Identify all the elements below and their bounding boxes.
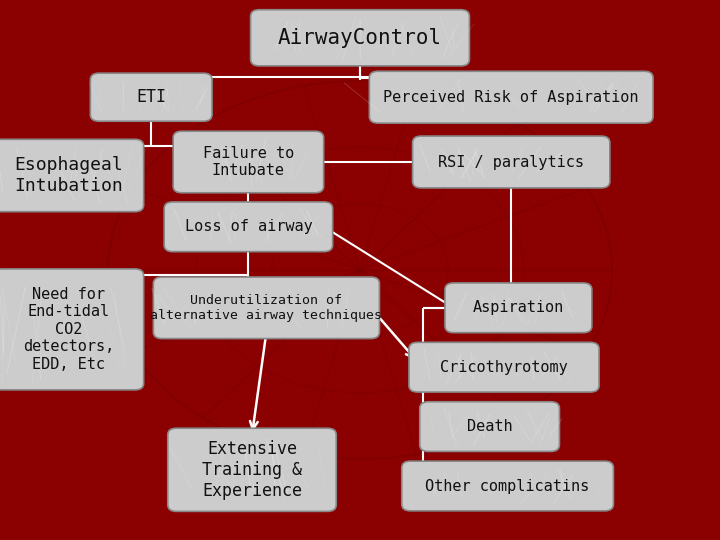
FancyBboxPatch shape — [164, 202, 333, 252]
Text: Esophageal
Intubation: Esophageal Intubation — [14, 156, 123, 195]
FancyBboxPatch shape — [369, 71, 653, 123]
FancyBboxPatch shape — [445, 283, 592, 333]
Text: Cricothyrotomy: Cricothyrotomy — [440, 360, 568, 375]
Text: Extensive
Training &
Experience: Extensive Training & Experience — [202, 440, 302, 500]
FancyBboxPatch shape — [91, 73, 212, 122]
FancyBboxPatch shape — [409, 342, 599, 392]
FancyBboxPatch shape — [0, 269, 143, 390]
FancyBboxPatch shape — [173, 131, 323, 193]
Text: Perceived Risk of Aspiration: Perceived Risk of Aspiration — [384, 90, 639, 105]
FancyBboxPatch shape — [251, 10, 469, 66]
FancyBboxPatch shape — [402, 461, 613, 511]
Text: ETI: ETI — [136, 88, 166, 106]
Text: Aspiration: Aspiration — [473, 300, 564, 315]
Text: Underutilization of
alternative airway techniques: Underutilization of alternative airway t… — [150, 294, 382, 322]
FancyBboxPatch shape — [153, 277, 379, 339]
Text: AirwayControl: AirwayControl — [278, 28, 442, 48]
FancyBboxPatch shape — [413, 136, 610, 188]
FancyBboxPatch shape — [0, 139, 143, 212]
Text: Death: Death — [467, 419, 513, 434]
FancyBboxPatch shape — [420, 402, 559, 451]
Text: Need for
End-tidal
CO2
detectors,
EDD, Etc: Need for End-tidal CO2 detectors, EDD, E… — [23, 287, 114, 372]
Text: Other complicatins: Other complicatins — [426, 478, 590, 494]
Text: Failure to
Intubate: Failure to Intubate — [203, 146, 294, 178]
FancyBboxPatch shape — [168, 428, 336, 511]
Text: Loss of airway: Loss of airway — [184, 219, 312, 234]
Text: RSI / paralytics: RSI / paralytics — [438, 154, 584, 170]
